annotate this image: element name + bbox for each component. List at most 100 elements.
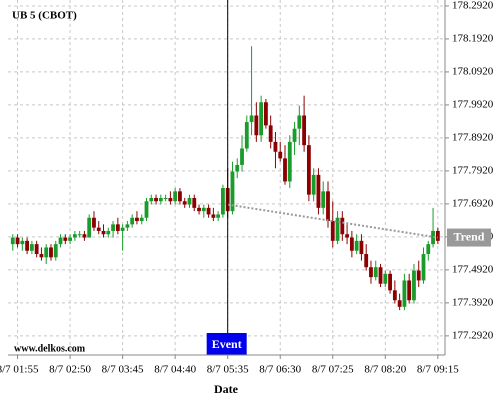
candle-body [230, 171, 235, 212]
candle-body [311, 174, 316, 195]
x-axis-label: Date [214, 382, 239, 396]
x-tick-label: 8/7 02:50 [49, 364, 91, 376]
watermark: www.delkos.com [14, 343, 86, 354]
candle-body [416, 270, 421, 281]
x-tick-label: 8/7 09:15 [417, 364, 459, 376]
trend-label: Trend [454, 229, 485, 243]
candle-body [392, 290, 397, 301]
candle-body [15, 237, 20, 245]
candle-body [149, 197, 154, 202]
candle-body [120, 227, 125, 231]
x-tick-label: 8/7 03:45 [102, 364, 144, 376]
candle-body [178, 191, 182, 202]
candle-body [197, 207, 201, 212]
candle-body [435, 230, 440, 241]
candle-body [187, 197, 192, 205]
candle-body [206, 207, 211, 215]
event-label: Event [212, 337, 242, 351]
candle-body [39, 254, 44, 258]
candle-body [421, 254, 426, 281]
candle-body [373, 267, 378, 278]
candle-body [68, 237, 72, 241]
candle-body [283, 158, 287, 182]
candle-body [154, 197, 158, 202]
candle-body [306, 145, 311, 195]
chart-title: UB 5 (CBOT) [12, 10, 77, 22]
y-tick-label: 177.2920 [452, 329, 494, 341]
candle-body [369, 267, 373, 278]
candle-body [82, 234, 87, 238]
candle-body [139, 217, 144, 222]
candle-body [49, 247, 53, 258]
candle-body [302, 115, 307, 146]
candle-body [249, 115, 254, 123]
candle-body [115, 224, 120, 231]
candle-body [96, 227, 101, 231]
candle-body [240, 148, 244, 165]
candle-body [216, 214, 221, 218]
x-tick-label: 8/7 08:20 [364, 364, 406, 376]
candle-body [268, 125, 273, 142]
y-tick-label: 178.1920 [452, 32, 494, 44]
candle-body [378, 267, 383, 284]
candle-body [106, 230, 111, 235]
candle-body [87, 217, 92, 238]
event-label-box [206, 333, 247, 355]
y-tick-label: 177.9920 [452, 98, 494, 110]
candle-body [20, 240, 25, 245]
overlays: 177.2920177.3920177.4920177.5920177.6920… [0, 0, 494, 376]
candle-body [407, 280, 412, 301]
candle-body [53, 244, 58, 258]
candle-body [201, 207, 206, 212]
candle-body [359, 240, 364, 255]
candle-body [182, 201, 187, 205]
candle-body [34, 244, 39, 255]
candle-body [77, 234, 82, 236]
candle-body [158, 197, 163, 202]
candle-body [25, 240, 30, 251]
candle-body [345, 234, 350, 238]
candle-body [168, 197, 173, 202]
y-tick-label: 178.0920 [452, 65, 494, 77]
candle-body [263, 102, 268, 126]
candle-body [426, 244, 431, 255]
candle-body [144, 201, 149, 218]
candle-body [412, 270, 416, 301]
x-tick-label: 8/7 01:55 [0, 364, 39, 376]
x-tick-label: 8/7 04:40 [154, 364, 196, 376]
candle-body [349, 237, 354, 251]
y-tick-label: 177.6920 [452, 197, 494, 209]
x-tick-label: 8/7 05:35 [207, 364, 249, 376]
candle-body [292, 128, 297, 142]
candle-body [111, 224, 115, 231]
candle-body [211, 214, 216, 218]
candle-body [130, 217, 135, 225]
candle-body [340, 217, 345, 235]
candle-body [297, 115, 302, 129]
candle-body [278, 151, 283, 159]
candle-body [163, 197, 168, 199]
candle-body [259, 102, 264, 136]
candle-body [254, 115, 259, 136]
candle-body [58, 237, 63, 245]
candle-body [221, 188, 225, 215]
candle-body [330, 221, 335, 241]
candle-body [101, 230, 106, 235]
candle-body [354, 240, 359, 251]
candle-body [244, 122, 249, 149]
y-tick-label: 177.8920 [452, 131, 494, 143]
candle-body [273, 141, 278, 152]
candle-body [173, 191, 178, 202]
grid [8, 0, 449, 359]
candle-body [287, 141, 292, 182]
candle-body [235, 164, 240, 172]
candle-body [44, 247, 49, 258]
candle-body [388, 273, 392, 291]
candle-body [335, 217, 340, 241]
trend-label-box [447, 228, 491, 247]
x-tick-label: 8/7 07:25 [312, 364, 354, 376]
candle-body [316, 174, 321, 208]
candle-body [321, 191, 326, 208]
